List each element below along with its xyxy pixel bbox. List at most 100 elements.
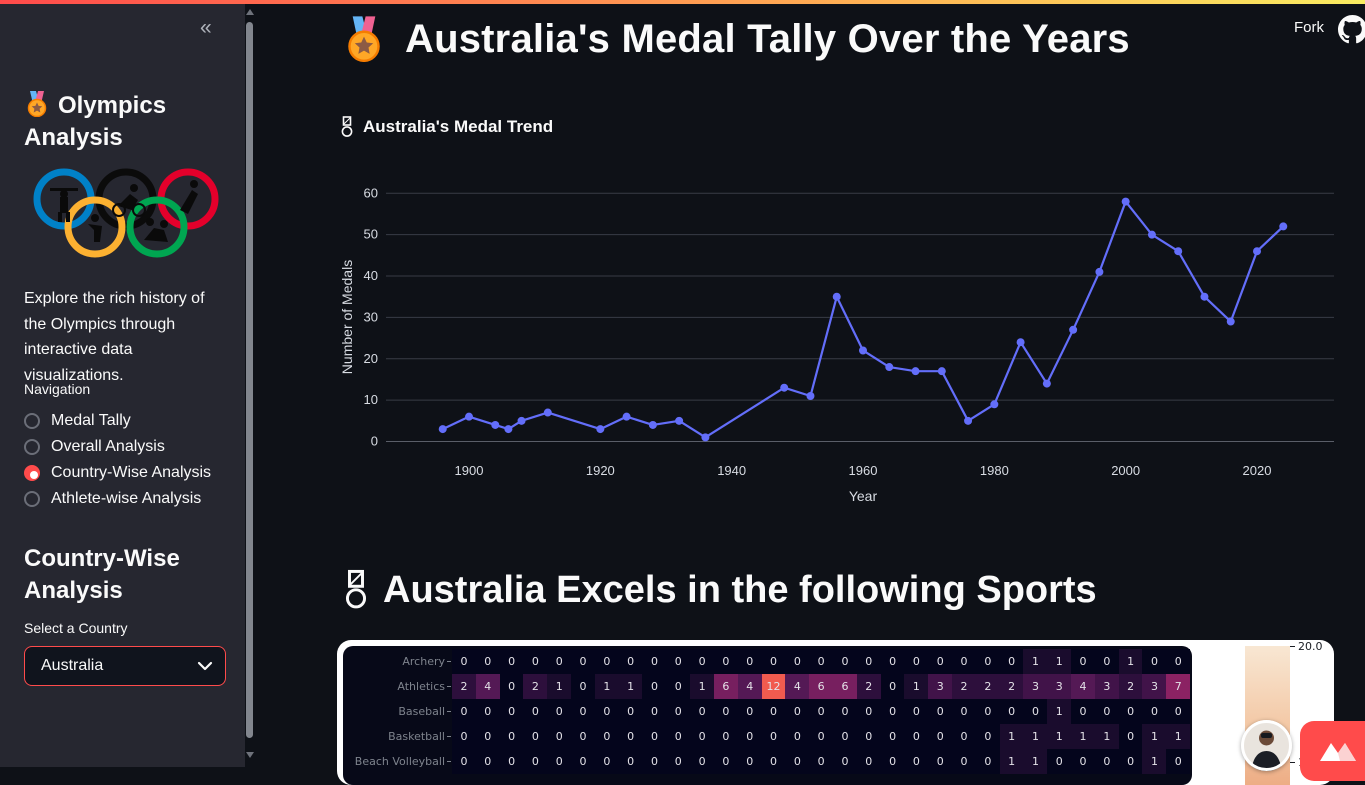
heatmap-cell: 0 [952, 649, 976, 674]
radio-medal-tally[interactable]: Medal Tally [24, 408, 211, 434]
heatmap-cell: 0 [475, 749, 500, 774]
sidebar-collapse-button[interactable]: « [200, 16, 212, 39]
heatmap-cell: 0 [547, 749, 572, 774]
github-icon[interactable] [1338, 15, 1365, 44]
heatmap-cell: 0 [737, 699, 762, 724]
heatmap-cell: 0 [785, 699, 810, 724]
radio-athlete-wise-analysis[interactable]: Athlete-wise Analysis [24, 486, 211, 512]
heatmap-cell: 0 [618, 724, 643, 749]
heatmap-cell: 0 [618, 749, 643, 774]
heatmap-cell: 1 [1047, 649, 1072, 674]
heatmap-cell: 0 [952, 699, 976, 724]
main-content: Fork Australia's Medal Tally Over the Ye… [253, 0, 1365, 785]
heatmap-cell: 2 [452, 674, 476, 699]
svg-text:1960: 1960 [849, 463, 878, 478]
scrollbar-arrow-down[interactable] [246, 752, 254, 758]
radio-country-wise-analysis[interactable]: Country-Wise Analysis [24, 460, 211, 486]
heatmap-cell: 0 [904, 724, 929, 749]
heatmap-cell: 0 [1023, 699, 1048, 724]
radio-overall-analysis[interactable]: Overall Analysis [24, 434, 211, 460]
sports-header: Australia Excels in the following Sports [343, 568, 1097, 612]
radio-circle[interactable] [24, 413, 40, 429]
heatmap-cell: 4 [1071, 674, 1096, 699]
heatmap-cell: 4 [737, 674, 762, 699]
heatmap-cell: 0 [928, 724, 953, 749]
svg-text:Number of Medals: Number of Medals [340, 260, 355, 374]
heatmap-cell: 0 [737, 649, 762, 674]
radio-circle-selected[interactable] [24, 465, 40, 481]
heatmap-cell: 0 [1118, 699, 1143, 724]
medal-outline-icon [345, 569, 367, 609]
heatmap-cell: 1 [690, 674, 715, 699]
radio-circle[interactable] [24, 491, 40, 507]
heatmap-cell: 0 [928, 749, 953, 774]
heatmap-cell: 0 [1142, 649, 1167, 674]
heatmap-cell: 0 [499, 749, 524, 774]
heatmap-cell: 0 [737, 724, 762, 749]
heatmap-cell: 0 [809, 649, 834, 674]
heatmap-cell: 0 [618, 699, 643, 724]
heatmap-cell: 0 [452, 749, 476, 774]
streamlit-crown-icon [1320, 743, 1356, 761]
heatmap-cell: 0 [475, 724, 500, 749]
heatmap-cell: 1 [1094, 724, 1119, 749]
heatmap-cell: 0 [1094, 749, 1119, 774]
heatmap-cell: 2 [975, 674, 1000, 699]
heatmap-cell: 0 [642, 699, 667, 724]
heatmap-cell: 0 [713, 749, 738, 774]
heatmap-cell: 0 [904, 649, 929, 674]
heatmap-cell: 0 [499, 649, 524, 674]
heatmap-cell: 0 [1094, 649, 1119, 674]
heatmap-cell: 0 [880, 674, 905, 699]
page-title-row: Australia's Medal Tally Over the Years [343, 16, 1130, 62]
scrollbar-arrow-up[interactable] [246, 9, 254, 15]
sports-section-title: Australia Excels in the following Sports [383, 568, 1097, 611]
heatmap-cell: 0 [761, 699, 786, 724]
heatmap-cell: 1 [1047, 699, 1072, 724]
navigation-label: Navigation [24, 381, 91, 397]
heatmap-cell: 1 [1047, 724, 1072, 749]
radio-circle[interactable] [24, 439, 40, 455]
country-select[interactable]: Australia [24, 646, 226, 686]
medal-trend-line-chart[interactable]: 0 10 20 30 40 50 60 1900 1920 1940 1960 1980 2000 202… [340, 170, 1335, 510]
sidebar-scrollbar-thumb[interactable] [246, 22, 253, 738]
medal-outline-icon [341, 116, 353, 137]
heatmap-cell: 0 [594, 649, 619, 674]
medal-emoji-icon [348, 16, 380, 62]
heatmap-cell: 0 [690, 749, 715, 774]
streamlit-badge[interactable] [1300, 721, 1365, 781]
viewer-avatar[interactable] [1241, 720, 1292, 771]
olympic-rings-image [22, 166, 230, 260]
heatmap-cell: 0 [594, 749, 619, 774]
heatmap-cell: 0 [571, 724, 596, 749]
heatmap-cell: 0 [761, 724, 786, 749]
heatmap-cell: 0 [904, 749, 929, 774]
heatmap-cell: 0 [452, 649, 476, 674]
heatmap-cell: 1 [594, 674, 619, 699]
heatmap-cell: 3 [1142, 674, 1167, 699]
heatmap-cell: 3 [928, 674, 953, 699]
heatmap-cell: 2 [523, 674, 548, 699]
heatmap-cell: 3 [1094, 674, 1119, 699]
heatmap-cell: 0 [1166, 649, 1191, 674]
heatmap-cell: 6 [713, 674, 738, 699]
section-title: Country-Wise Analysis [24, 545, 180, 604]
svg-text:1920: 1920 [586, 463, 615, 478]
heatmap-cell: 0 [809, 699, 834, 724]
heatmap-cell: 2 [856, 674, 881, 699]
heatmap-cell: 2 [999, 674, 1024, 699]
heatmap-cell: 4 [475, 674, 500, 699]
heatmap-cell: 0 [713, 724, 738, 749]
heatmap-cell: 0 [1047, 749, 1072, 774]
heatmap-cell: 0 [856, 649, 881, 674]
heatmap-cell: 0 [475, 649, 500, 674]
svg-text:40: 40 [364, 268, 378, 283]
heatmap-cell: 0 [809, 724, 834, 749]
heatmap-cell: 0 [594, 724, 619, 749]
fork-link[interactable]: Fork [1294, 19, 1324, 36]
heatmap-cell: 0 [571, 674, 596, 699]
heatmap-cell: 0 [1094, 699, 1119, 724]
trend-header: Australia's Medal Trend [340, 116, 553, 138]
heatmap-cell: 0 [975, 724, 1000, 749]
chevron-down-icon [197, 661, 213, 671]
